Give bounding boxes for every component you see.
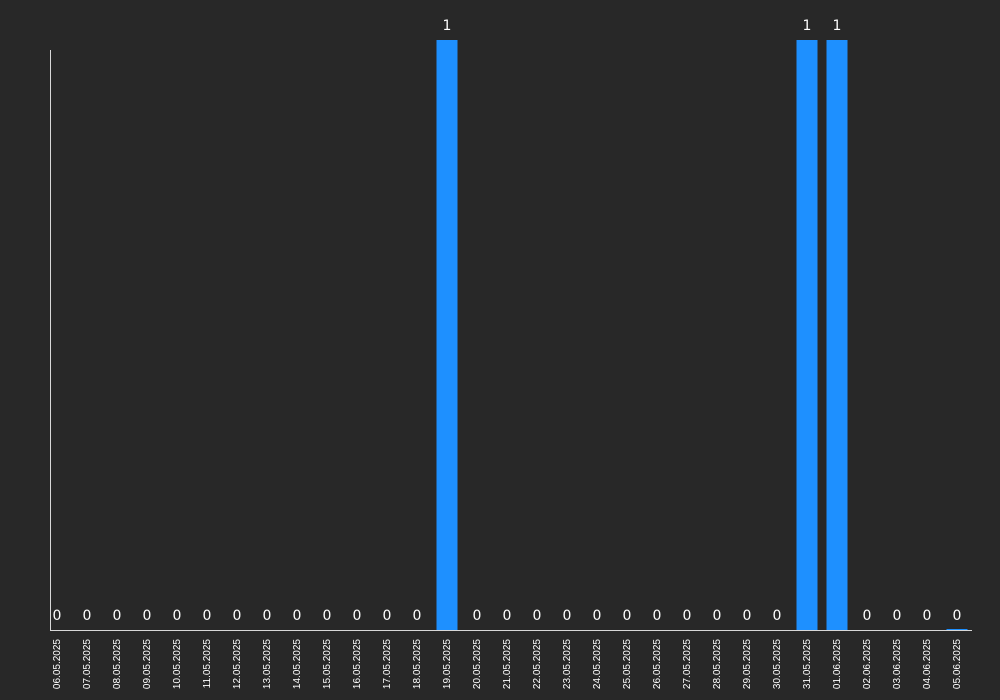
value-label-15.05.2025: 0 [323, 608, 332, 624]
value-label-16.05.2025: 0 [353, 608, 362, 624]
bar-baseline-05.06.2025 [946, 629, 968, 630]
x-tick-label-24.05.2025: 24.05.2025 [592, 639, 603, 689]
value-label-06.05.2025: 0 [53, 608, 62, 624]
x-tick-label-30.05.2025: 30.05.2025 [772, 639, 783, 689]
x-tick-label-16.05.2025: 16.05.2025 [352, 639, 363, 689]
value-label-04.06.2025: 0 [923, 608, 932, 624]
value-label-29.05.2025: 0 [743, 608, 752, 624]
value-label-22.05.2025: 0 [533, 608, 542, 624]
x-tick-label-20.05.2025: 20.05.2025 [472, 639, 483, 689]
x-tick-label-28.05.2025: 28.05.2025 [712, 639, 723, 689]
value-label-09.05.2025: 0 [143, 608, 152, 624]
x-tick-label-10.05.2025: 10.05.2025 [172, 639, 183, 689]
x-tick-label-12.05.2025: 12.05.2025 [232, 639, 243, 689]
value-labels-group: 0 0 0 0 0 0 0 0 0 0 0 0 0 1 0 0 0 0 0 0 0 0 0 0 0 1 1 0 0 0 0 [53, 18, 962, 624]
bar-19.05.2025 [436, 40, 458, 630]
x-tick-label-29.05.2025: 29.05.2025 [742, 639, 753, 689]
value-label-26.05.2025: 0 [653, 608, 662, 624]
x-tick-label-03.06.2025: 03.06.2025 [892, 639, 903, 689]
value-label-02.06.2025: 0 [863, 608, 872, 624]
x-tick-label-08.05.2025: 08.05.2025 [112, 639, 123, 689]
value-label-07.05.2025: 0 [83, 608, 92, 624]
x-tick-label-05.06.2025: 05.06.2025 [952, 639, 963, 689]
value-label-24.05.2025: 0 [593, 608, 602, 624]
bar-31.05.2025 [796, 40, 818, 630]
value-label-31.05.2025: 1 [803, 18, 812, 34]
x-tick-label-13.05.2025: 13.05.2025 [262, 639, 273, 689]
x-tick-label-27.05.2025: 27.05.2025 [682, 639, 693, 689]
value-label-10.05.2025: 0 [173, 608, 182, 624]
x-tick-label-07.05.2025: 07.05.2025 [82, 639, 93, 689]
value-label-08.05.2025: 0 [113, 608, 122, 624]
x-tick-label-11.05.2025: 11.05.2025 [202, 639, 213, 689]
x-tick-label-14.05.2025: 14.05.2025 [292, 639, 303, 689]
value-label-01.06.2025: 1 [833, 18, 842, 34]
x-tick-label-04.06.2025: 04.06.2025 [922, 639, 933, 689]
value-label-27.05.2025: 0 [683, 608, 692, 624]
value-label-14.05.2025: 0 [293, 608, 302, 624]
value-label-21.05.2025: 0 [503, 608, 512, 624]
x-tick-labels-group: 06.05.2025 07.05.2025 08.05.2025 09.05.2025… [52, 639, 963, 689]
x-tick-label-31.05.2025: 31.05.2025 [802, 639, 813, 689]
x-tick-label-26.05.2025: 26.05.2025 [652, 639, 663, 689]
value-label-11.05.2025: 0 [203, 608, 212, 624]
x-tick-label-15.05.2025: 15.05.2025 [322, 639, 333, 689]
value-label-23.05.2025: 0 [563, 608, 572, 624]
value-label-28.05.2025: 0 [713, 608, 722, 624]
x-tick-label-09.05.2025: 09.05.2025 [142, 639, 153, 689]
value-label-13.05.2025: 0 [263, 608, 272, 624]
x-tick-label-18.05.2025: 18.05.2025 [412, 639, 423, 689]
value-label-18.05.2025: 0 [413, 608, 422, 624]
value-label-30.05.2025: 0 [773, 608, 782, 624]
bar-01.06.2025 [826, 40, 848, 630]
value-label-19.05.2025: 1 [443, 18, 452, 34]
value-label-25.05.2025: 0 [623, 608, 632, 624]
value-label-20.05.2025: 0 [473, 608, 482, 624]
x-tick-label-06.05.2025: 06.05.2025 [52, 639, 63, 689]
x-tick-label-22.05.2025: 22.05.2025 [532, 639, 543, 689]
x-tick-label-21.05.2025: 21.05.2025 [502, 639, 513, 689]
x-tick-label-25.05.2025: 25.05.2025 [622, 639, 633, 689]
value-label-05.06.2025: 0 [953, 608, 962, 624]
x-tick-label-17.05.2025: 17.05.2025 [382, 639, 393, 689]
value-label-03.06.2025: 0 [893, 608, 902, 624]
value-label-17.05.2025: 0 [383, 608, 392, 624]
x-tick-label-01.06.2025: 01.06.2025 [832, 639, 843, 689]
x-tick-label-23.05.2025: 23.05.2025 [562, 639, 573, 689]
value-label-12.05.2025: 0 [233, 608, 242, 624]
bars-group [436, 40, 968, 630]
x-tick-label-02.06.2025: 02.06.2025 [862, 639, 873, 689]
x-tick-label-19.05.2025: 19.05.2025 [442, 639, 453, 689]
